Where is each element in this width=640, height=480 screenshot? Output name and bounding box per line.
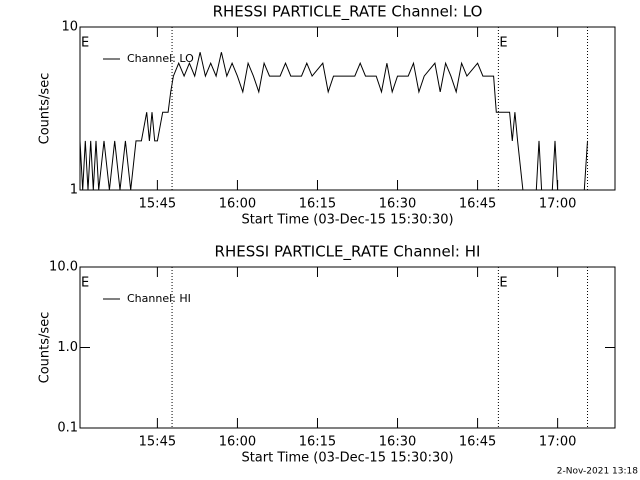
x-tick-label: 16:30 xyxy=(379,197,416,212)
event-label: E xyxy=(499,276,507,291)
y-axis-label: Counts/sec xyxy=(38,73,53,145)
footer: 2-Nov-2021 13:18 xyxy=(557,467,639,477)
x-tick-label: 15:45 xyxy=(139,197,176,212)
chart-title: RHESSI PARTICLE_RATE Channel: HI xyxy=(215,243,481,262)
y-tick-label: 0.1 xyxy=(57,421,78,436)
x-tick-label: 16:00 xyxy=(219,197,256,212)
y-tick-label: 10 xyxy=(61,20,78,35)
event-label: E xyxy=(81,276,89,291)
x-tick-label: 16:45 xyxy=(459,435,496,450)
legend-label: Channel: HI xyxy=(127,292,191,305)
plot-frame xyxy=(79,26,616,191)
x-axis-label: Start Time (03-Dec-15 15:30:30) xyxy=(241,213,453,228)
x-axis-label: Start Time (03-Dec-15 15:30:30) xyxy=(241,451,453,466)
y-axis-label: Counts/sec xyxy=(38,312,53,384)
x-tick-label: 15:45 xyxy=(139,435,176,450)
y-tick-label: 1.0 xyxy=(57,340,78,355)
x-tick-label: 16:30 xyxy=(379,435,416,450)
y-tick-label: 10.0 xyxy=(49,260,78,275)
data-line xyxy=(79,52,588,191)
chart-title: RHESSI PARTICLE_RATE Channel: LO xyxy=(213,3,483,22)
x-tick-label: 16:15 xyxy=(299,435,336,450)
event-label: E xyxy=(81,36,89,51)
y-tick-label: 1 xyxy=(70,183,78,198)
x-tick-label: 16:00 xyxy=(219,435,256,450)
x-tick-label: 17:00 xyxy=(539,197,576,212)
x-tick-label: 17:00 xyxy=(539,435,576,450)
x-tick-label: 16:15 xyxy=(299,197,336,212)
event-label: E xyxy=(499,36,507,51)
x-tick-label: 16:45 xyxy=(459,197,496,212)
legend-label: Channel: LO xyxy=(127,52,194,65)
